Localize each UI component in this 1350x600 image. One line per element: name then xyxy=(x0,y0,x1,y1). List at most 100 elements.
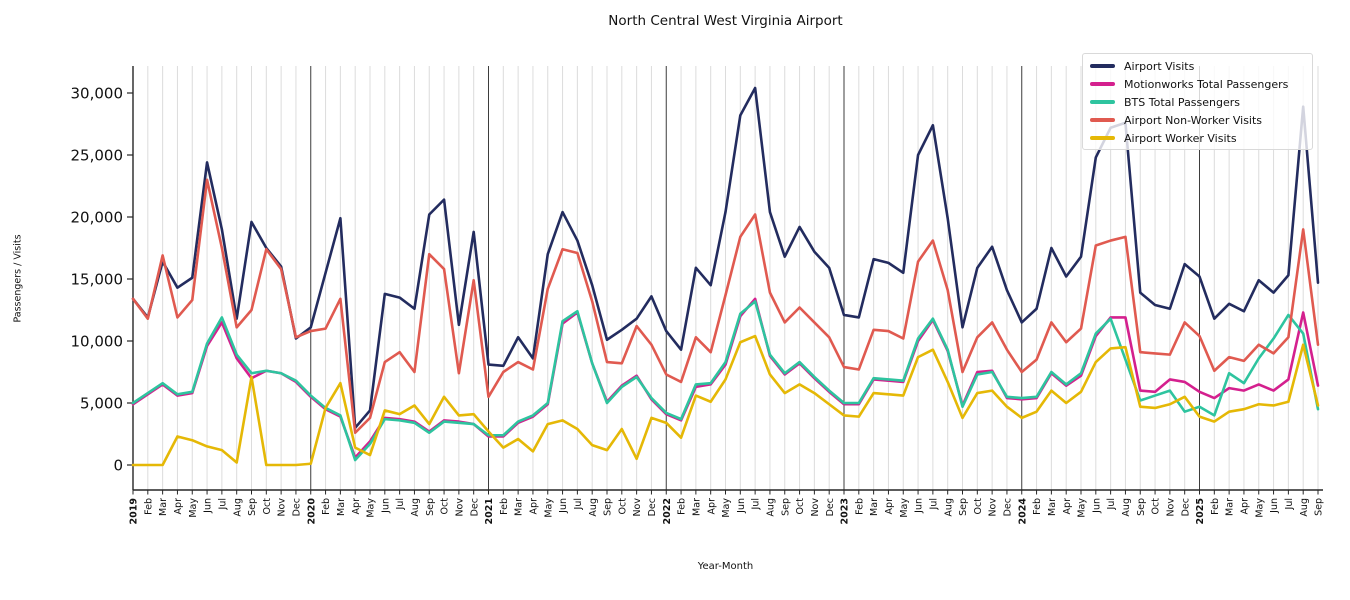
x-tick-label-month: Nov xyxy=(988,498,999,517)
legend-line-swatch xyxy=(1090,64,1115,68)
x-tick-label-month: Aug xyxy=(410,498,421,517)
legend-label: BTS Total Passengers xyxy=(1124,95,1241,109)
x-tick-label-month: Feb xyxy=(677,498,688,515)
series-line-bts-total-passengers xyxy=(131,300,1320,462)
x-tick-label-month: Feb xyxy=(854,498,865,515)
y-tick-label: 0 xyxy=(113,457,123,475)
y-tick-label: 25,000 xyxy=(71,147,124,165)
x-tick-label-year: 2019 xyxy=(129,498,140,524)
legend-line-swatch xyxy=(1090,100,1115,104)
x-tick-label-month: Jun xyxy=(914,498,925,514)
x-tick-label-month: May xyxy=(721,498,732,518)
legend-item: Airport Visits xyxy=(1090,57,1306,75)
x-tick-label-month: May xyxy=(543,498,554,518)
x-tick-label-month: Sep xyxy=(425,498,436,516)
legend-line-swatch xyxy=(1090,82,1115,86)
x-tick-label-month: Jul xyxy=(751,498,762,510)
legend-label: Airport Non-Worker Visits xyxy=(1124,113,1263,127)
x-tick-label-month: Mar xyxy=(336,498,347,516)
y-axis-label: Passengers / Visits xyxy=(12,234,24,323)
x-tick-label-month: Mar xyxy=(691,498,702,516)
x-tick-label-month: Apr xyxy=(706,498,717,515)
x-tick-label-month: Mar xyxy=(869,498,880,516)
y-tick-label: 5,000 xyxy=(80,395,123,413)
x-tick-label-month: Dec xyxy=(825,498,836,516)
x-tick-labels: 2019 Feb Mar Apr May Jun Jul Aug Sep Oct Nov Dec 202… xyxy=(129,490,1325,524)
legend-line-swatch xyxy=(1090,118,1115,122)
y-tick-label: 20,000 xyxy=(71,209,124,227)
legend-label: Motionworks Total Passengers xyxy=(1124,77,1289,91)
x-tick-label-month: Aug xyxy=(943,498,954,517)
x-tick-label-month: Oct xyxy=(973,498,984,515)
x-tick-label-month: Jun xyxy=(380,498,391,514)
x-tick-label-month: Sep xyxy=(958,498,969,516)
x-tick-label-month: Sep xyxy=(1136,498,1147,516)
x-axis-label: Year-Month xyxy=(697,561,754,572)
x-tick-label-month: Mar xyxy=(1047,498,1058,516)
x-tick-label-month: Dec xyxy=(1003,498,1014,516)
x-tick-label-month: Dec xyxy=(292,498,303,516)
x-tick-label-month: Mar xyxy=(514,498,525,516)
x-tick-label-year: 2023 xyxy=(840,498,851,524)
x-tick-label-month: Nov xyxy=(454,498,465,517)
x-tick-label-month: Feb xyxy=(499,498,510,515)
series-line-airport-worker-visits xyxy=(131,334,1320,467)
x-tick-label-month: Mar xyxy=(158,498,169,516)
legend-item: BTS Total Passengers xyxy=(1090,93,1306,111)
y-tick-label: 30,000 xyxy=(71,85,124,103)
y-tick-label: 15,000 xyxy=(71,271,124,289)
x-tick-label-month: Aug xyxy=(1299,498,1310,517)
legend-line-swatch xyxy=(1090,136,1115,140)
x-tick-label-month: Feb xyxy=(1210,498,1221,515)
x-tick-label-month: Jul xyxy=(1106,498,1117,510)
x-tick-label-month: Apr xyxy=(1062,498,1073,515)
x-tick-label-month: Aug xyxy=(232,498,243,517)
x-tick-label-month: Dec xyxy=(469,498,480,516)
x-tick-label-month: Apr xyxy=(173,498,184,515)
x-tick-label-month: Feb xyxy=(1032,498,1043,515)
x-tick-label-month: Jul xyxy=(1284,498,1295,510)
x-tick-label-month: Aug xyxy=(766,498,777,517)
x-tick-label-month: Mar xyxy=(1225,498,1236,516)
chart-title: North Central West Virginia Airport xyxy=(608,13,843,29)
x-tick-label-month: May xyxy=(899,498,910,518)
x-tick-label-month: Oct xyxy=(795,498,806,515)
x-tick-label-month: Oct xyxy=(617,498,628,515)
x-tick-label-month: Jun xyxy=(736,498,747,514)
x-tick-label-month: Jul xyxy=(573,498,584,510)
x-tick-label-month: Nov xyxy=(1165,498,1176,517)
x-tick-label-month: Aug xyxy=(588,498,599,517)
x-tick-label-year: 2022 xyxy=(662,498,673,524)
x-tick-label-month: Jun xyxy=(203,498,214,514)
legend-label: Airport Visits xyxy=(1124,59,1195,73)
legend-label: Airport Worker Visits xyxy=(1124,131,1237,145)
x-tick-label-month: Oct xyxy=(440,498,451,515)
x-tick-label-month: Oct xyxy=(1151,498,1162,515)
x-tick-label-month: May xyxy=(188,498,199,518)
x-tick-label-month: Jul xyxy=(395,498,406,510)
legend: Airport Visits Motionworks Total Passenge… xyxy=(1082,53,1313,150)
legend-item: Motionworks Total Passengers xyxy=(1090,75,1306,93)
x-tick-label-month: Apr xyxy=(1240,498,1251,515)
x-tick-label-month: Feb xyxy=(143,498,154,515)
x-tick-label-month: Apr xyxy=(529,498,540,515)
x-tick-label-month: Nov xyxy=(277,498,288,517)
y-tick-label: 10,000 xyxy=(71,333,124,351)
x-tick-label-month: Sep xyxy=(603,498,614,516)
x-tick-label-month: Aug xyxy=(1121,498,1132,517)
x-tick-label-month: May xyxy=(366,498,377,518)
x-tick-label-year: 2021 xyxy=(484,498,495,524)
x-tick-label-month: May xyxy=(1077,498,1088,518)
legend-item: Airport Worker Visits xyxy=(1090,129,1306,147)
x-tick-label-month: Jul xyxy=(217,498,228,510)
x-tick-label-year: 2020 xyxy=(306,498,317,525)
x-tick-label-month: Sep xyxy=(780,498,791,516)
y-tick-labels: 0 5,000 10,000 15,000 20,000 25,000 30,000 xyxy=(71,85,133,475)
x-tick-label-month: Jul xyxy=(928,498,939,510)
x-tick-label-month: Sep xyxy=(1314,498,1325,516)
x-tick-label-month: Jun xyxy=(1091,498,1102,514)
legend-item: Airport Non-Worker Visits xyxy=(1090,111,1306,129)
x-tick-label-month: May xyxy=(1254,498,1265,518)
